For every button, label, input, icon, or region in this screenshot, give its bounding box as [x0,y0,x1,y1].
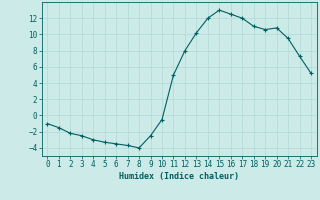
X-axis label: Humidex (Indice chaleur): Humidex (Indice chaleur) [119,172,239,181]
